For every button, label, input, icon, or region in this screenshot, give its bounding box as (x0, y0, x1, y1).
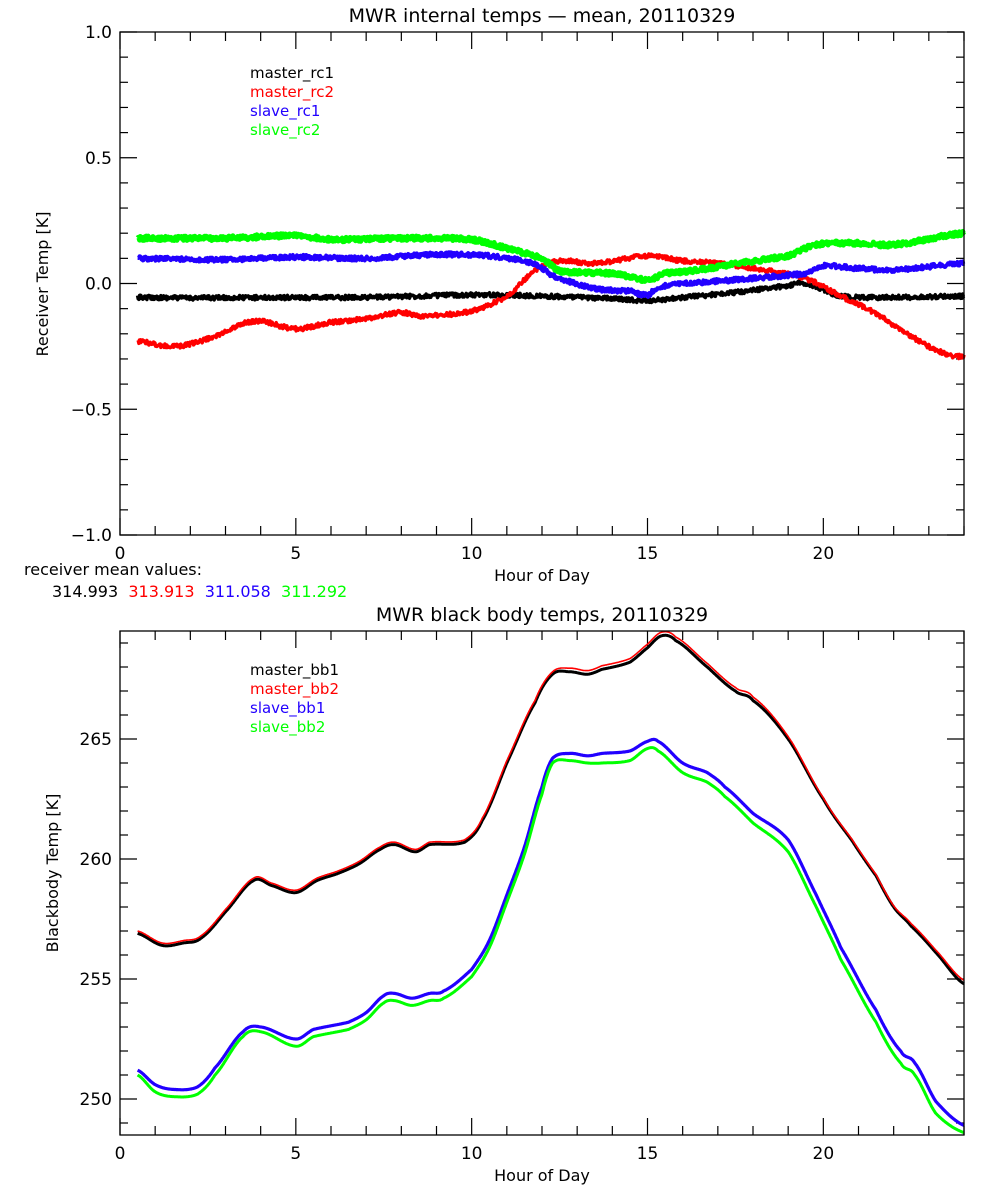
series-line-slave-rc2 (135, 228, 967, 284)
legend-entry-master-rc2: master_rc2 (250, 83, 334, 102)
y-tick-label: 1.0 (85, 23, 112, 43)
x-tick-label: 20 (813, 1144, 835, 1164)
receiver-mean-label: receiver mean values: (24, 560, 202, 579)
x-tick-label: 10 (461, 1144, 483, 1164)
x-tick-label: 15 (637, 1144, 659, 1164)
x-tick-label: 20 (813, 544, 835, 564)
series-lines (135, 228, 967, 361)
series-lines (136, 630, 965, 1135)
series-line-slave-bb2 (136, 746, 965, 1135)
receiver-mean-values: receiver mean values: 314.993 313.913 31… (24, 560, 347, 601)
receiver-mean-value: 311.292 (271, 582, 347, 601)
receiver-mean-numbers: 314.993 313.913 311.058 311.292 (52, 582, 347, 601)
y-tick-label: 260 (80, 850, 112, 870)
chart-title: MWR black body temps, 20110329 (376, 604, 708, 626)
y-tick-label: 265 (80, 730, 112, 750)
tick-labels: 0 5 10 15 20 −1.0 −0.5 0.0 0.5 1.0 (71, 23, 834, 564)
plot-frame (119, 630, 965, 1136)
x-axis-label: Hour of Day (494, 1166, 590, 1185)
x-tick-label: 10 (461, 544, 483, 564)
receiver-mean-value: 311.058 (195, 582, 271, 601)
legend-entry-master-rc1: master_rc1 (250, 64, 334, 83)
plot-frame (119, 31, 965, 536)
y-tick-label: 250 (80, 1090, 112, 1110)
x-axis-label: Hour of Day (494, 566, 590, 585)
legend-entry-master-bb1: master_bb1 (250, 661, 339, 680)
y-axis-label: Blackbody Temp [K] (43, 794, 62, 953)
tick-labels: 0 5 10 15 20 250 255 260 265 (80, 730, 835, 1164)
legend-entry-master-bb2: master_bb2 (250, 680, 339, 699)
x-tick-label: 5 (290, 1144, 301, 1164)
tick-marks (119, 631, 965, 1135)
receiver-temp-chart: MWR internal temps — mean, 20110329 0 5 10… (33, 5, 967, 585)
legend-entry-slave-bb1: slave_bb1 (250, 699, 325, 718)
blackbody-temp-chart: MWR black body temps, 20110329 0 5 10 15 20 2… (43, 604, 965, 1185)
series-line-master-rc1 (135, 279, 966, 305)
y-tick-label: −1.0 (71, 526, 112, 546)
receiver-mean-value: 314.993 (52, 582, 118, 601)
x-tick-label: 15 (637, 544, 659, 564)
y-tick-label: −0.5 (71, 400, 112, 420)
x-tick-label: 0 (115, 1144, 126, 1164)
y-tick-label: 0.0 (85, 275, 112, 295)
legend-entry-slave-rc1: slave_rc1 (250, 102, 320, 121)
tick-marks (119, 31, 965, 536)
series-line-slave-rc1 (136, 250, 966, 299)
y-tick-label: 255 (80, 970, 112, 990)
y-tick-label: 0.5 (85, 149, 112, 169)
x-tick-label: 5 (290, 544, 301, 564)
x-tick-label: 0 (115, 544, 126, 564)
y-axis-label: Receiver Temp [K] (33, 211, 52, 356)
series-line-master-bb2 (137, 630, 965, 981)
legend-entry-slave-rc2: slave_rc2 (250, 121, 320, 140)
legend-entry-slave-bb2: slave_bb2 (250, 718, 325, 737)
series-line-slave-bb1 (136, 737, 965, 1127)
chart-title: MWR internal temps — mean, 20110329 (349, 5, 736, 27)
receiver-mean-value: 313.913 (118, 582, 194, 601)
